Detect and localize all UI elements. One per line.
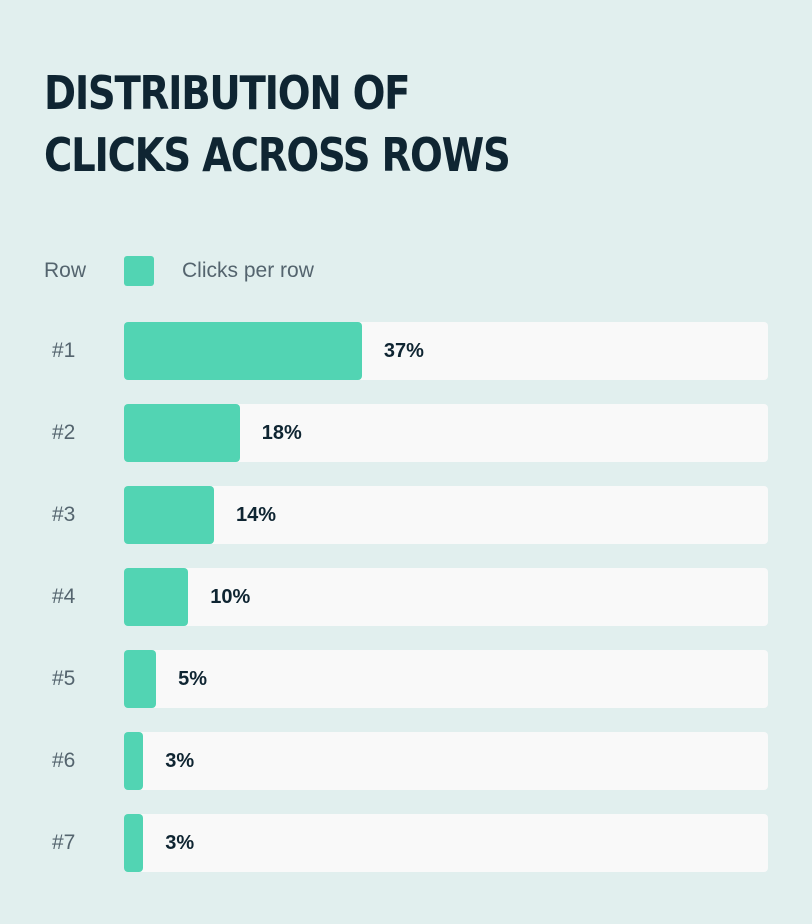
bar-row: #3 14% <box>0 486 812 544</box>
bar-row: #4 10% <box>0 568 812 626</box>
bar-track: 3% <box>124 814 768 872</box>
bar <box>124 322 362 380</box>
row-label: #6 <box>52 749 76 772</box>
value-label: 5% <box>178 668 208 690</box>
row-label: #5 <box>52 667 76 690</box>
value-label: 14% <box>236 504 277 526</box>
bar-row: #2 18% <box>0 404 812 462</box>
value-label: 18% <box>261 422 302 444</box>
legend-series-label: Clicks per row <box>182 259 314 282</box>
legend: Row Clicks per row <box>0 256 812 286</box>
bar <box>124 404 240 462</box>
bar <box>124 486 215 544</box>
bar-row: #6 3% <box>0 732 812 790</box>
bar-track: 5% <box>124 650 768 708</box>
value-label: 37% <box>383 340 424 362</box>
value-label: 10% <box>210 586 251 608</box>
bar <box>124 650 157 708</box>
bar-track: 37% <box>124 322 768 380</box>
bar-row: #7 3% <box>0 814 812 872</box>
value-label: 3% <box>165 832 195 854</box>
bar-track: 3% <box>124 732 768 790</box>
row-label: #1 <box>52 339 76 362</box>
bar-track: 14% <box>124 486 768 544</box>
row-label: #7 <box>52 831 76 854</box>
bar-track: 18% <box>124 404 768 462</box>
bar <box>124 732 144 790</box>
legend-row-label: Row <box>44 259 87 282</box>
bar <box>124 814 144 872</box>
value-label: 3% <box>165 750 195 772</box>
legend-swatch <box>124 256 154 286</box>
row-label: #2 <box>52 421 76 444</box>
bar-chart: #1 37% #2 18% #3 14% #4 10% #5 5% #6 3% #7 3% <box>0 322 812 882</box>
chart-title: Distribution of clicks across rows <box>44 66 511 182</box>
bar-row: #5 5% <box>0 650 812 708</box>
bar-track: 10% <box>124 568 768 626</box>
bar-row: #1 37% <box>0 322 812 380</box>
row-label: #4 <box>52 585 76 608</box>
bar <box>124 568 189 626</box>
row-label: #3 <box>52 503 76 526</box>
